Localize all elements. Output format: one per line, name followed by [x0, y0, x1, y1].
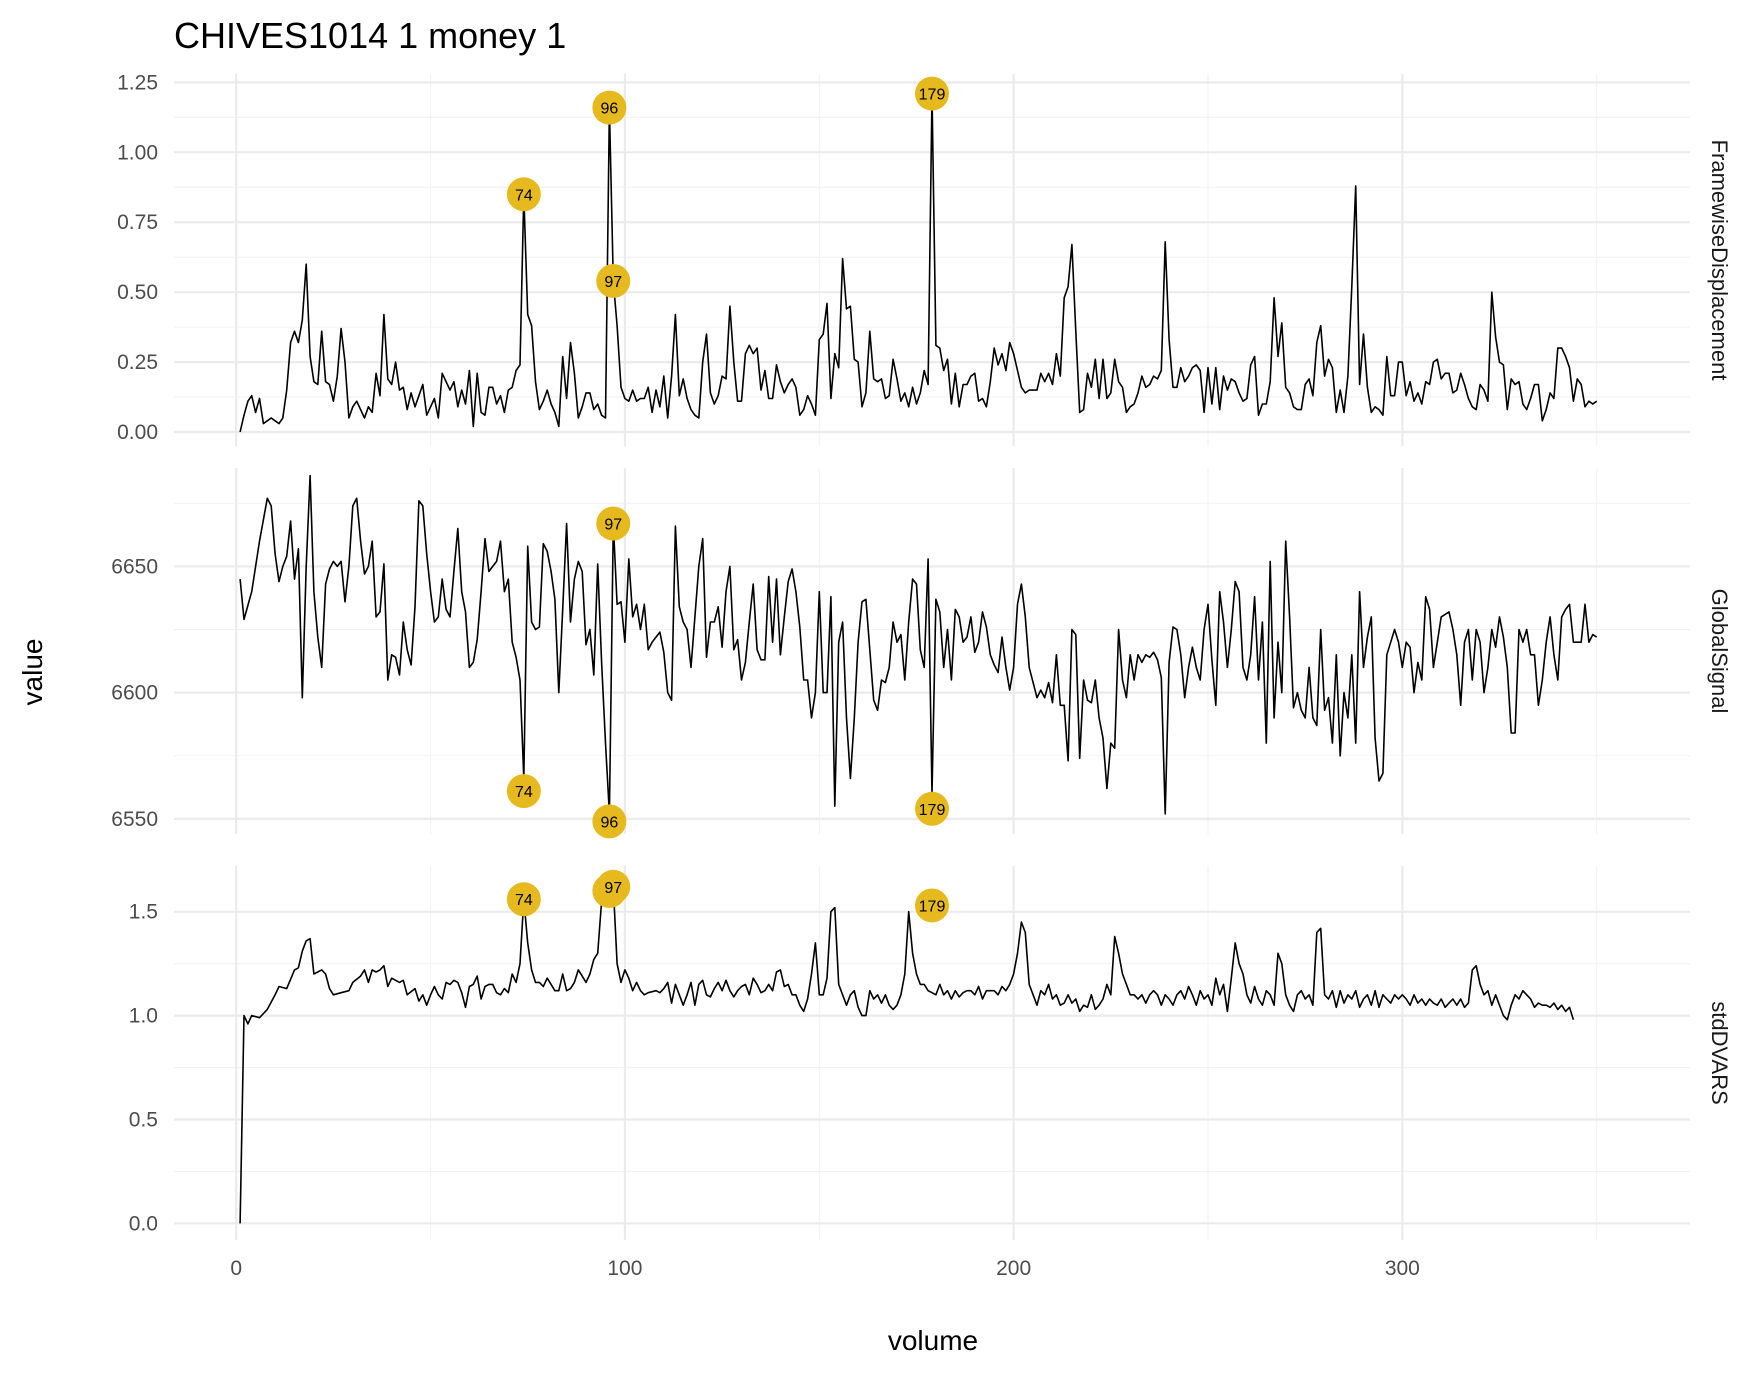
y-tick-label: 1.0	[129, 1005, 158, 1028]
outlier-label-179: 179	[919, 802, 946, 819]
outlier-marker-179	[915, 888, 949, 923]
outlier-label-74: 74	[515, 784, 533, 801]
outlier-marker-97	[596, 263, 631, 298]
outlier-marker-74	[506, 774, 541, 809]
chart-title: CHIVES1014 1 money 1	[174, 15, 566, 56]
y-tick-label: 6550	[111, 808, 158, 831]
panels: 0.000.250.500.751.001.25749697179Framewi…	[111, 71, 1732, 1280]
outlier-marker-179	[915, 791, 949, 826]
outlier-label-97: 97	[604, 274, 622, 291]
outlier-label-179: 179	[919, 898, 946, 915]
series-line-stdDVARS	[239, 886, 1575, 1224]
y-tick-label: 0.5	[129, 1108, 158, 1131]
outlier-label-74: 74	[515, 892, 533, 909]
outlier-marker-74	[506, 177, 541, 212]
series-line-GlobalSignal	[239, 474, 1598, 815]
outlier-label-97: 97	[604, 880, 622, 897]
y-tick-label: 0.0	[129, 1212, 158, 1235]
y-tick-label: 6650	[111, 555, 158, 578]
outlier-marker-97	[596, 869, 631, 904]
facet-label: stdDVARS	[1707, 1001, 1732, 1105]
x-tick-label: 0	[230, 1257, 242, 1280]
y-tick-label: 1.00	[117, 141, 158, 164]
y-tick-label: 0.75	[117, 211, 158, 234]
x-tick-label: 300	[1385, 1257, 1420, 1280]
panel-stdDVARS: 0.00.51.01.5749697179stdDVARS	[129, 866, 1732, 1240]
y-tick-label: 0.00	[117, 421, 158, 444]
x-tick-label: 200	[996, 1257, 1031, 1280]
outlier-marker-96	[592, 90, 627, 125]
outlier-label-97: 97	[604, 517, 622, 534]
x-axis-title: volume	[888, 1325, 978, 1356]
outlier-label-96: 96	[600, 814, 618, 831]
x-tick-label: 100	[607, 1257, 642, 1280]
facet-label: GlobalSignal	[1707, 589, 1732, 714]
y-tick-label: 6600	[111, 682, 158, 705]
outlier-label-96: 96	[600, 101, 618, 118]
y-tick-label: 1.25	[117, 71, 158, 94]
series-line-FramewiseDisplacement	[239, 92, 1598, 433]
outlier-marker-96	[592, 804, 627, 839]
y-tick-label: 0.50	[117, 281, 158, 304]
outlier-marker-179	[915, 76, 949, 111]
panel-FramewiseDisplacement: 0.00 0.25 0.50 0.75 1.00 1.25 74 96 97 179 Framewi…	[117, 71, 1732, 446]
facet-label: FramewiseDisplacement	[1707, 140, 1732, 381]
outlier-label-179: 179	[919, 87, 946, 104]
outlier-marker-97	[596, 506, 631, 541]
outlier-marker-74	[506, 882, 541, 917]
y-axis-title: value	[17, 639, 48, 706]
outlier-label-74: 74	[515, 187, 533, 204]
y-tick-label: 1.5	[129, 901, 158, 924]
panel-GlobalSignal: 6550 6600 6650 74 96 97 179 GlobalSignal	[111, 468, 1732, 839]
y-tick-label: 0.25	[117, 351, 158, 374]
